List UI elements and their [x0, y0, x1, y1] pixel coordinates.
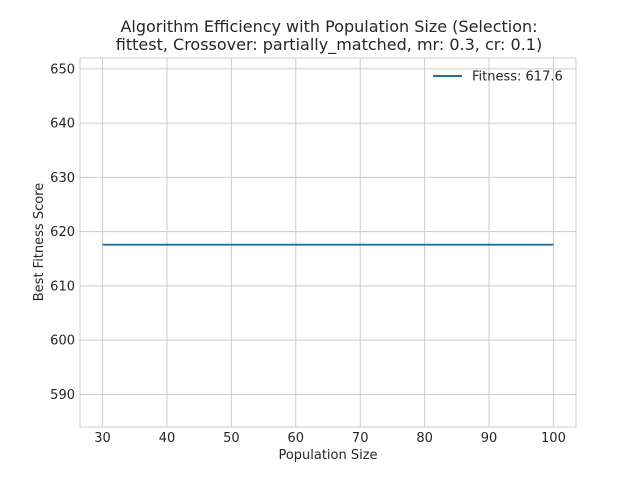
y-tick-label: 650 — [50, 62, 75, 77]
y-tick-label: 610 — [50, 279, 75, 294]
tick-labels: 30 40 50 60 70 80 90 100 590 600 610 620 630 640 650 — [50, 62, 566, 446]
x-tick-label: 70 — [352, 431, 369, 446]
y-tick-label: 600 — [50, 334, 75, 349]
x-tick-label: 100 — [541, 431, 566, 446]
x-tick-label: 80 — [416, 431, 433, 446]
chart-title-line-1: Algorithm Efficiency with Population Siz… — [120, 17, 537, 36]
chart-title-line-2: fittest, Crossover: partially_matched, m… — [116, 35, 542, 55]
x-tick-label: 40 — [159, 431, 176, 446]
y-axis-label: Best Fitness Score — [32, 183, 47, 302]
y-tick-label: 640 — [50, 117, 75, 132]
y-tick-label: 620 — [50, 225, 75, 240]
x-axis-label: Population Size — [278, 448, 377, 463]
legend-label: Fitness: 617.6 — [472, 70, 563, 85]
x-tick-label: 90 — [481, 431, 498, 446]
legend: Fitness: 617.6 — [433, 70, 563, 85]
y-tick-label: 630 — [50, 171, 75, 186]
x-tick-label: 60 — [288, 431, 305, 446]
x-tick-label: 30 — [94, 431, 111, 446]
y-tick-label: 590 — [50, 388, 75, 403]
x-tick-label: 50 — [223, 431, 240, 446]
plot-area — [79, 57, 577, 428]
grid — [80, 58, 576, 427]
